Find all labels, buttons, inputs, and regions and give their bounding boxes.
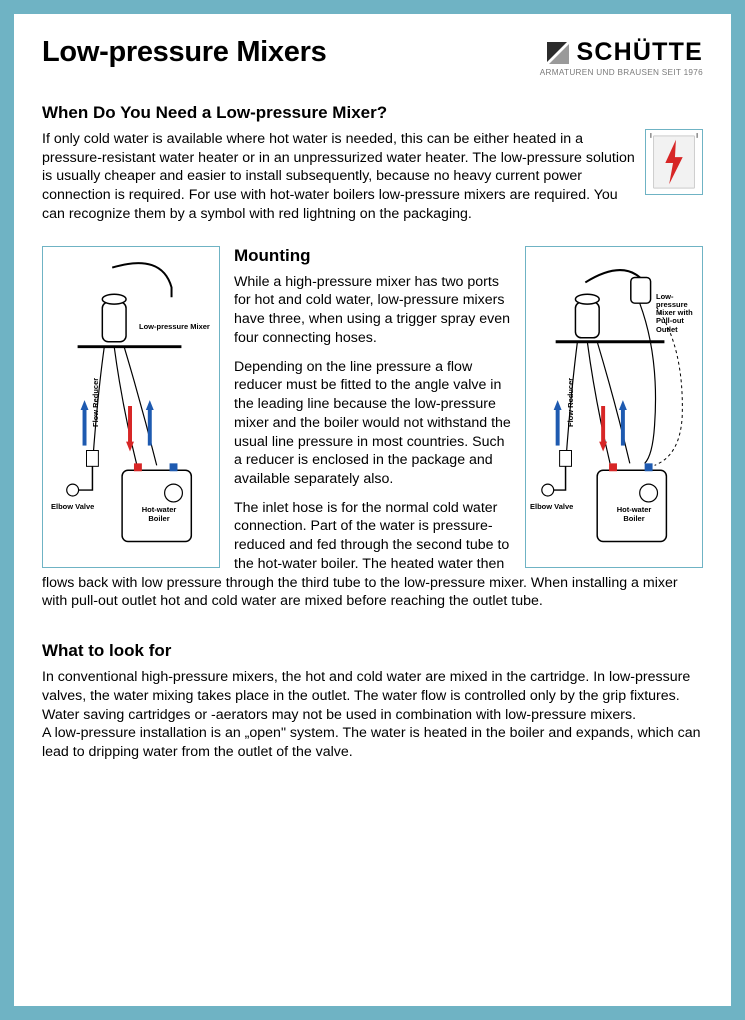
section-when-heading: When Do You Need a Low-pressure Mixer?	[42, 103, 703, 123]
label-flow-reducer-right: Flow Reducer	[566, 377, 575, 426]
page-frame: Low-pressure Mixers SCHÜTTE ARMATUREN UN…	[0, 0, 745, 1020]
label-elbow-right: Elbow Valve	[530, 502, 573, 511]
brand-name: SCHÜTTE	[577, 38, 703, 67]
diagram-right: Low-pressure Mixer with Pull-out Outlet …	[525, 246, 703, 568]
diagram-left: Low-pressure Mixer Flow Reducer Elbow Va…	[42, 246, 220, 568]
brand-tagline: ARMATUREN UND BRAUSEN SEIT 1976	[540, 68, 703, 77]
lightning-symbol-icon	[645, 129, 703, 195]
section-when-body: If only cold water is available where ho…	[42, 130, 703, 224]
logo-mark-icon	[545, 40, 571, 66]
section-lookfor: What to look for In conventional high-pr…	[42, 641, 703, 762]
label-faucet-left: Low-pressure Mixer	[139, 323, 210, 331]
lookfor-p1: In conventional high-pressure mixers, th…	[42, 668, 703, 724]
section-when: When Do You Need a Low-pressure Mixer? I…	[42, 103, 703, 224]
label-faucet-right: Low-pressure Mixer with Pull-out Outlet	[656, 293, 700, 334]
brand-logo: SCHÜTTE ARMATUREN UND BRAUSEN SEIT 1976	[540, 36, 703, 77]
header: Low-pressure Mixers SCHÜTTE ARMATUREN UN…	[42, 36, 703, 77]
label-flow-reducer-left: Flow Reducer	[91, 377, 100, 426]
label-boiler-left: Hot-water Boiler	[139, 505, 179, 523]
page-title: Low-pressure Mixers	[42, 36, 326, 69]
label-boiler-right: Hot-water Boiler	[614, 505, 654, 523]
lookfor-p2: A low-pressure installation is an „open"…	[42, 724, 703, 761]
section-mounting: Low-pressure Mixer Flow Reducer Elbow Va…	[42, 246, 703, 621]
label-elbow-left: Elbow Valve	[51, 502, 94, 511]
section-lookfor-heading: What to look for	[42, 641, 703, 661]
